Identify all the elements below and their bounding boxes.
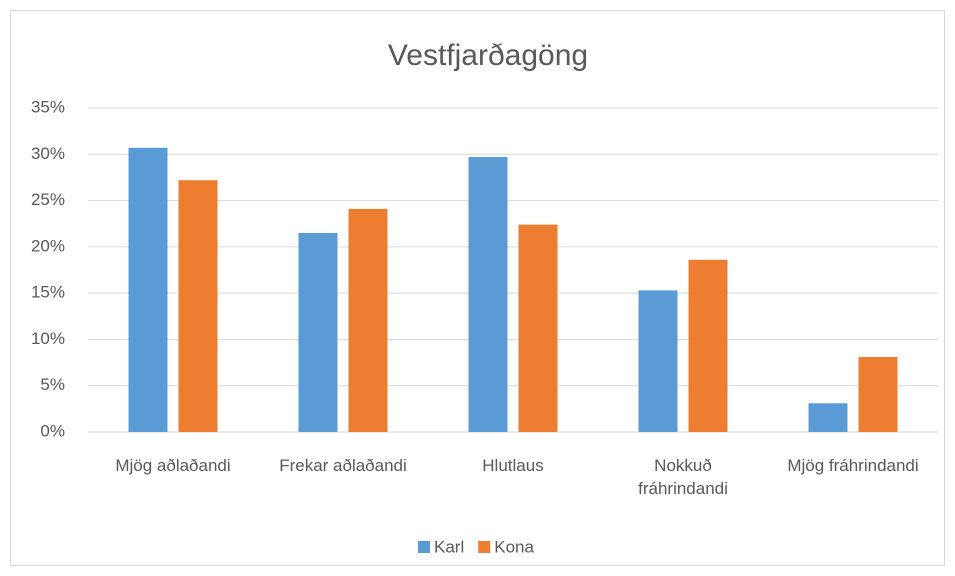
bar (858, 357, 898, 432)
y-tick-label: 15% (31, 283, 65, 302)
legend-label: Karl (434, 537, 464, 556)
chart-title: Vestfjarðagöng (388, 39, 588, 72)
bar (808, 403, 848, 432)
x-tick-label: Mjög aðlaðandi (115, 456, 231, 475)
legend-swatch (478, 541, 491, 553)
x-tick-label: Nokkuð fráhrindandi (638, 456, 728, 498)
y-tick-label: 10% (31, 329, 65, 348)
x-tick-label: Hlutlaus (482, 456, 544, 475)
bar (468, 157, 508, 432)
y-tick-label: 0% (40, 421, 65, 440)
y-tick-label: 30% (31, 144, 65, 163)
bar (298, 232, 338, 432)
y-tick-label: 5% (40, 375, 65, 394)
bar (178, 180, 218, 432)
y-tick-label: 35% (31, 97, 65, 116)
bar (348, 208, 388, 432)
bar (518, 224, 558, 432)
legend-label: Kona (494, 537, 534, 556)
legend-swatch (418, 541, 430, 553)
bar (688, 259, 728, 432)
y-tick-label: 20% (31, 236, 65, 255)
bar (638, 290, 678, 432)
x-tick-label: Frekar aðlaðandi (279, 456, 407, 475)
y-tick-label: 25% (31, 190, 65, 209)
bar (128, 147, 168, 432)
x-tick-label: Mjög fráhrindandi (787, 456, 919, 475)
